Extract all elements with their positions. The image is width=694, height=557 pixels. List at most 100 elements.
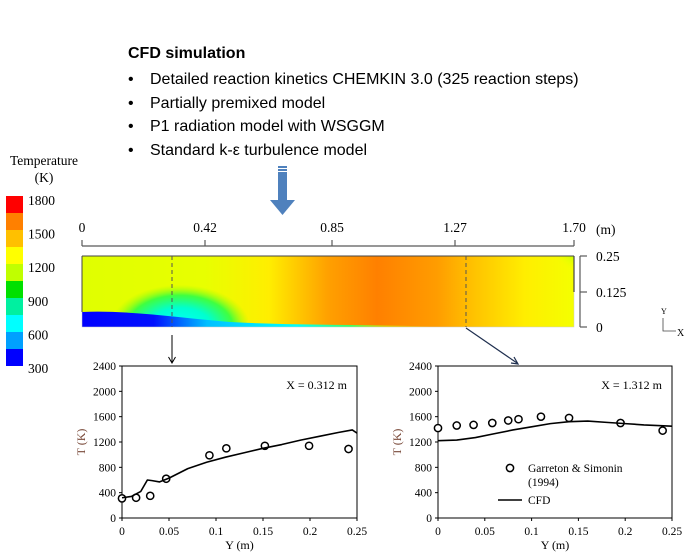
bullet-item: • Partially premixed model (128, 92, 579, 116)
x-tick-label: 0.25 (347, 526, 367, 538)
bullet-text: Detailed reaction kinetics CHEMKIN 3.0 (… (150, 71, 579, 88)
contour-xtick-label: 0.42 (193, 220, 217, 235)
x-tick-label: 0.15 (253, 526, 273, 538)
contour-x-unit: (m) (596, 222, 616, 237)
measurement-point (658, 426, 667, 435)
colorbar-labels: 1800 1500 1200 900 600 300 (28, 193, 55, 376)
colorbar-label: 300 (28, 361, 49, 376)
contour-ytick-label: 0 (596, 320, 603, 335)
x-tick-label: 0 (435, 526, 441, 538)
colorbar-swatch (6, 332, 23, 349)
bullet-text: Partially premixed model (150, 94, 326, 112)
cfd-line (437, 420, 673, 442)
x-tick-label: 0.2 (303, 526, 318, 538)
chart-annotation: X = 1.312 m (601, 378, 662, 392)
measurement-point (564, 413, 574, 423)
colorbar-label: 1500 (28, 227, 55, 242)
contour-xtick-label: 1.27 (443, 220, 467, 235)
measurement-point (205, 450, 214, 460)
x-tick-label: 0 (119, 526, 125, 538)
simulation-bullet-list: • Detailed reaction kinetics CHEMKIN 3.0 … (128, 68, 579, 162)
simulation-title: CFD simulation (128, 45, 246, 62)
colorbar-swatch (6, 315, 23, 332)
y-tick-label: 400 (99, 488, 117, 500)
bullet-text: Standard k-ε turbulence model (150, 141, 368, 159)
contour-ytick-label: 0.125 (596, 285, 627, 300)
legend-label: CFD (528, 495, 550, 507)
y-tick-label: 1600 (409, 412, 432, 424)
y-tick-label: 800 (99, 462, 117, 474)
contour-xtick-label: 1.70 (562, 220, 586, 235)
x-tick-label: 0.15 (568, 526, 588, 538)
y-tick-label: 1200 (93, 437, 116, 449)
x-tick-label: 0.05 (475, 526, 495, 538)
y-axis-label: T (K) (74, 429, 88, 456)
contour-xtick-label: 0 (79, 220, 86, 235)
bullet-dot-icon: • (128, 118, 134, 135)
legend-label: (1994) (528, 477, 559, 489)
y-tick-label: 0 (426, 513, 432, 525)
measurement-point (514, 414, 523, 424)
orientation-x-label: X (677, 328, 685, 339)
colorbar-swatch (6, 264, 23, 281)
x-tick-label: 0.1 (209, 526, 224, 538)
bullet-dot-icon: • (128, 141, 134, 159)
connector-arrow-right (465, 327, 520, 365)
orientation-y-label: Y (661, 307, 667, 316)
colorbar-label: 900 (28, 294, 49, 309)
profile-chart-x0312: 0 400 800 1200 1600 2000 2400 0 0.05 0.1 0.15 0.2 0.… (74, 361, 367, 552)
measurement-point (145, 491, 155, 501)
y-tick-label: 2400 (409, 361, 432, 373)
y-tick-label: 0 (110, 513, 116, 525)
y-axis-label: T (K) (390, 429, 404, 456)
measurement-point (304, 441, 314, 451)
profile-chart-x1312: 0 400 800 1200 1600 2000 2400 0 0.05 0.1 0.15 0.2 0.… (390, 361, 682, 552)
cfd-line (121, 429, 358, 499)
x-tick-label: 0.05 (159, 526, 179, 538)
contour-x-axis: 0 0.42 0.85 1.27 1.70 (79, 220, 586, 247)
measurement-point (344, 444, 353, 454)
colorbar-swatch (6, 230, 23, 247)
measurement-point (221, 443, 231, 453)
x-tick-label: 0.1 (524, 526, 539, 538)
colorbar (6, 196, 23, 366)
y-tick-label: 400 (415, 488, 433, 500)
y-tick-label: 2400 (93, 361, 116, 373)
measurement-point (503, 416, 513, 425)
colorbar-swatch (6, 213, 23, 230)
contour-xtick-label: 0.85 (320, 220, 344, 235)
measurement-point (117, 494, 127, 503)
y-tick-label: 1200 (409, 437, 432, 449)
connector-arrow-left (168, 335, 176, 364)
colorbar-swatch (6, 298, 23, 315)
measurement-point (469, 420, 478, 430)
measurement-point (487, 418, 497, 428)
bullet-item: • P1 radiation model with WSGGM (128, 115, 579, 139)
colorbar-swatch (6, 247, 23, 264)
colorbar-title-line2: (K) (34, 170, 54, 185)
measurement-point (433, 423, 443, 433)
x-tick-label: 0.25 (662, 526, 682, 538)
legend-label: Garreton & Simonin (528, 463, 623, 475)
colorbar-swatch (6, 349, 23, 366)
contour-y-axis: 0.25 0.125 0 (579, 249, 627, 335)
colorbar-label: 1200 (28, 260, 55, 275)
bullet-item: • Detailed reaction kinetics CHEMKIN 3.0 … (128, 68, 579, 92)
chart-annotation: X = 0.312 m (286, 378, 347, 392)
bullet-dot-icon: • (128, 94, 134, 112)
x-axis-label: Y (m) (225, 538, 254, 552)
colorbar-swatch (6, 281, 23, 298)
measurement-point (452, 421, 462, 430)
y-tick-label: 800 (415, 462, 433, 474)
y-tick-label: 2000 (93, 386, 116, 398)
colorbar-title-line1: Temperature (9, 153, 78, 168)
bullet-item: • Standard k-ε turbulence model (128, 139, 579, 163)
axes-orientation-icon: Y X (661, 307, 685, 339)
contour-ytick-label: 0.25 (596, 249, 620, 264)
colorbar-title: Temperature (K) (4, 152, 84, 186)
temperature-contour-field (82, 256, 574, 327)
legend-marker-measurement (505, 463, 515, 473)
bullet-text: P1 radiation model with WSGGM (150, 118, 385, 135)
colorbar-swatch (6, 196, 23, 213)
